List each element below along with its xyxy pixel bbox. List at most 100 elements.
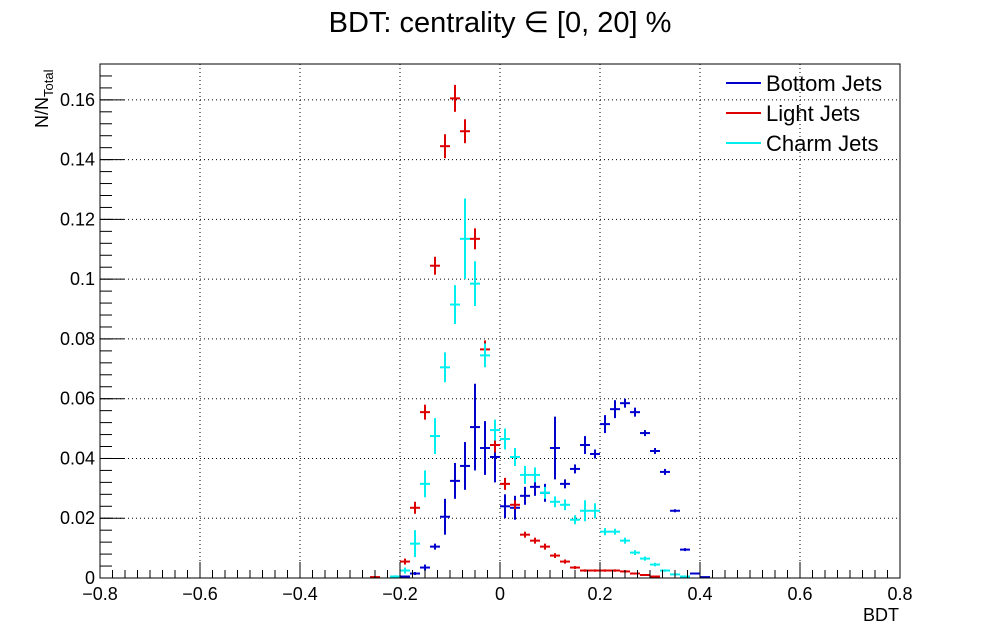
data-point bbox=[620, 537, 630, 544]
data-point bbox=[610, 569, 620, 572]
series-layer bbox=[370, 84, 710, 579]
data-point bbox=[600, 415, 610, 434]
x-tick-labels: −0.8 −0.6 −0.4 −0.2 0 0.2 0.4 0.6 0.8 bbox=[82, 584, 912, 604]
data-point bbox=[530, 467, 540, 483]
x-tick-label: −0.6 bbox=[182, 584, 218, 604]
data-point bbox=[610, 400, 620, 419]
data-point bbox=[590, 569, 600, 572]
data-point bbox=[610, 528, 620, 535]
y-tick-label: 0.04 bbox=[60, 448, 95, 468]
data-point bbox=[450, 84, 460, 112]
y-tick-label: 0.14 bbox=[60, 150, 95, 170]
data-point bbox=[430, 418, 440, 454]
data-point bbox=[590, 503, 600, 519]
x-tick-label: −0.2 bbox=[382, 584, 418, 604]
data-point bbox=[570, 566, 580, 570]
x-tick-label: 0.6 bbox=[787, 584, 812, 604]
data-point bbox=[450, 285, 460, 324]
data-point bbox=[490, 419, 500, 441]
data-point bbox=[630, 550, 640, 555]
data-point bbox=[500, 477, 510, 490]
data-point bbox=[410, 530, 420, 558]
legend: Bottom Jets Light Jets Charm Jets bbox=[726, 71, 882, 156]
y-tick-label: 0.02 bbox=[60, 508, 95, 528]
data-point bbox=[660, 569, 670, 572]
data-point bbox=[450, 462, 460, 499]
data-point bbox=[550, 416, 560, 480]
data-point bbox=[680, 548, 690, 552]
data-point bbox=[560, 499, 570, 511]
data-point bbox=[540, 543, 550, 550]
legend-label: Bottom Jets bbox=[766, 71, 882, 96]
legend-item: Charm Jets bbox=[726, 131, 878, 156]
data-point bbox=[530, 537, 540, 544]
data-point bbox=[540, 486, 550, 499]
data-point bbox=[410, 572, 420, 576]
data-point bbox=[580, 500, 590, 522]
data-point bbox=[520, 531, 530, 538]
data-point bbox=[470, 261, 480, 307]
data-point bbox=[560, 559, 570, 564]
data-point bbox=[400, 558, 410, 565]
data-point bbox=[650, 448, 660, 454]
x-tick-label: −0.8 bbox=[82, 584, 118, 604]
data-point bbox=[480, 343, 490, 368]
y-tick-label: 0.08 bbox=[60, 329, 95, 349]
data-point bbox=[470, 383, 480, 471]
data-point bbox=[550, 496, 560, 508]
data-point bbox=[550, 553, 560, 558]
data-point bbox=[420, 470, 430, 498]
chart-title: BDT: centrality ∈ [0, 20] % bbox=[329, 7, 672, 39]
data-point bbox=[460, 442, 470, 490]
data-point bbox=[520, 486, 530, 505]
data-point bbox=[470, 228, 480, 250]
data-point bbox=[500, 428, 510, 450]
svg-text:N/NTotal: N/NTotal bbox=[32, 69, 56, 128]
data-point bbox=[640, 556, 650, 561]
data-point bbox=[400, 575, 410, 578]
data-point bbox=[500, 494, 510, 519]
data-point bbox=[460, 198, 470, 280]
data-point bbox=[430, 543, 440, 550]
data-point bbox=[480, 421, 490, 475]
y-axis-label: N/NTotal bbox=[32, 69, 56, 128]
data-point bbox=[650, 575, 660, 578]
data-point bbox=[640, 574, 650, 577]
data-point bbox=[630, 572, 640, 575]
y-tick-label: 0.06 bbox=[60, 389, 95, 409]
x-axis-label: BDT bbox=[863, 605, 899, 625]
data-point bbox=[600, 569, 610, 572]
x-tick-label: 0 bbox=[495, 584, 505, 604]
data-point bbox=[440, 134, 450, 159]
data-point bbox=[460, 119, 470, 144]
data-point bbox=[400, 567, 410, 574]
data-point bbox=[440, 498, 450, 535]
x-tick-label: 0.4 bbox=[687, 584, 712, 604]
data-point bbox=[430, 256, 440, 275]
data-point bbox=[630, 407, 640, 417]
data-point bbox=[690, 572, 700, 575]
y-tick-label: 0 bbox=[85, 568, 95, 588]
grid-lines bbox=[100, 64, 900, 578]
y-tick-label: 0.16 bbox=[60, 90, 95, 110]
data-point bbox=[600, 528, 610, 536]
data-point bbox=[420, 564, 430, 571]
x-tick-label: 0.8 bbox=[887, 584, 912, 604]
data-point bbox=[640, 430, 650, 437]
x-tick-label: −0.4 bbox=[282, 584, 318, 604]
data-point bbox=[670, 509, 680, 513]
data-point bbox=[590, 449, 600, 459]
data-point bbox=[440, 352, 450, 383]
data-point bbox=[580, 569, 590, 572]
legend-label: Light Jets bbox=[766, 101, 860, 126]
y-tick-labels: 0 0.02 0.04 0.06 0.08 0.1 0.12 0.14 0.16 bbox=[60, 90, 95, 588]
data-point bbox=[390, 575, 400, 578]
legend-item: Light Jets bbox=[726, 101, 860, 126]
data-point bbox=[560, 479, 570, 489]
y-axis-label-subscript: Total bbox=[41, 69, 56, 97]
data-point bbox=[410, 501, 420, 514]
legend-label: Charm Jets bbox=[766, 131, 878, 156]
data-point bbox=[510, 500, 520, 510]
y-axis-label-main: N/N bbox=[32, 97, 52, 128]
